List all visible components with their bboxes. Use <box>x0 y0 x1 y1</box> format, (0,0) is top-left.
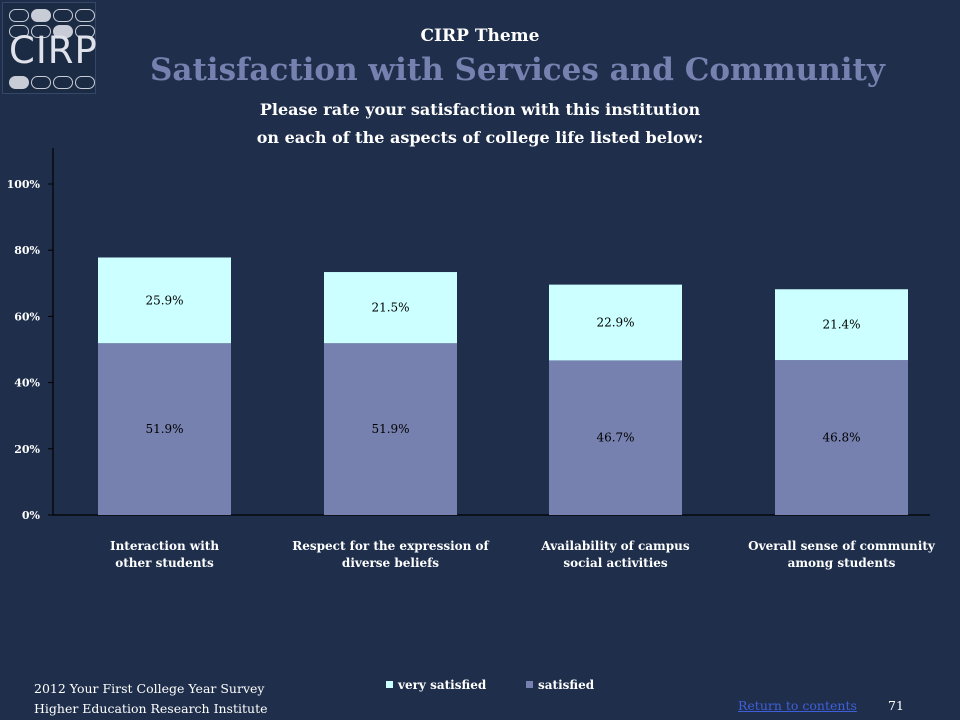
bar-very-satisfied <box>98 257 231 344</box>
data-label-very-satisfied: 21.4% <box>822 318 860 332</box>
page-title: Satisfaction with Services and Community <box>150 52 885 88</box>
data-label-satisfied: 51.9% <box>145 422 183 436</box>
bar-very-satisfied <box>775 289 908 361</box>
theme-label: CIRP Theme <box>420 26 540 46</box>
data-label-very-satisfied: 21.5% <box>371 301 409 315</box>
x-tick-label-line: diverse beliefs <box>341 556 440 570</box>
x-tick-label-line: social activities <box>563 556 668 570</box>
bars: 51.9% 25.9% 51.9% 21.5% 46.7% 22.9% 46.8% 21.4% <box>98 257 908 515</box>
footer-source: 2012 Your First College Year Survey High… <box>34 679 268 719</box>
question-line-2: on each of the aspects of college life l… <box>256 128 704 147</box>
x-tick-label: Interaction with other students <box>65 538 265 572</box>
y-tick-label: 80% <box>14 244 40 257</box>
data-label-satisfied: 46.8% <box>822 431 860 445</box>
x-tick-label-line: Availability of campus <box>541 539 690 553</box>
data-label-satisfied: 46.7% <box>596 431 634 445</box>
stacked-bar-chart: 0% 20% 40% 60% 80% 100% 51.9% 25.9% 51.9% 21.5% 4… <box>7 148 930 522</box>
y-tick-label: 100% <box>7 178 41 191</box>
data-label-very-satisfied: 25.9% <box>145 293 183 307</box>
bar-satisfied <box>549 360 682 515</box>
x-tick-label-line: Interaction with <box>109 539 220 553</box>
x-tick-label-line: Overall sense of community <box>748 539 935 553</box>
bar-very-satisfied <box>324 272 457 344</box>
cirp-logo: CIRP <box>2 2 98 94</box>
legend-label-satisfied: satisfied <box>538 678 595 692</box>
y-tick-label: 20% <box>14 443 40 456</box>
question-line-1: Please rate your satisfaction with this … <box>259 100 701 119</box>
legend-swatch-satisfied <box>526 681 533 688</box>
logo-wordmark: CIRP <box>9 29 98 72</box>
x-tick-label-line: among students <box>787 556 896 570</box>
y-tick-label: 0% <box>22 509 41 522</box>
bar-satisfied <box>324 343 457 515</box>
x-tick-label: Overall sense of community among students <box>742 538 942 572</box>
data-label-satisfied: 51.9% <box>371 422 409 436</box>
page-number: 71 <box>888 698 904 713</box>
y-tick-label: 60% <box>14 310 40 323</box>
bar-very-satisfied <box>549 284 682 361</box>
y-axis: 0% 20% 40% 60% 80% 100% <box>7 148 930 522</box>
footer-survey-name: 2012 Your First College Year Survey <box>34 681 265 696</box>
legend-label-very-satisfied: very satisfied <box>398 678 487 692</box>
bar-satisfied <box>98 343 231 515</box>
question-text: Please rate your satisfaction with this … <box>150 96 810 152</box>
x-tick-label-line: Respect for the expression of <box>292 539 489 553</box>
x-tick-label-line: other students <box>115 556 214 570</box>
y-tick-label: 40% <box>14 377 40 390</box>
legend-item-satisfied: satisfied <box>526 678 594 692</box>
x-tick-label: Availability of campus social activities <box>516 538 716 572</box>
data-label-very-satisfied: 22.9% <box>596 316 634 330</box>
bar-satisfied <box>775 360 908 515</box>
footer-institute: Higher Education Research Institute <box>34 701 268 716</box>
return-to-contents-link[interactable]: Return to contents <box>738 698 857 713</box>
legend-swatch-very-satisfied <box>386 681 393 688</box>
x-tick-label: Respect for the expression of diverse bel… <box>291 538 491 572</box>
legend-item-very-satisfied: very satisfied <box>386 678 486 692</box>
